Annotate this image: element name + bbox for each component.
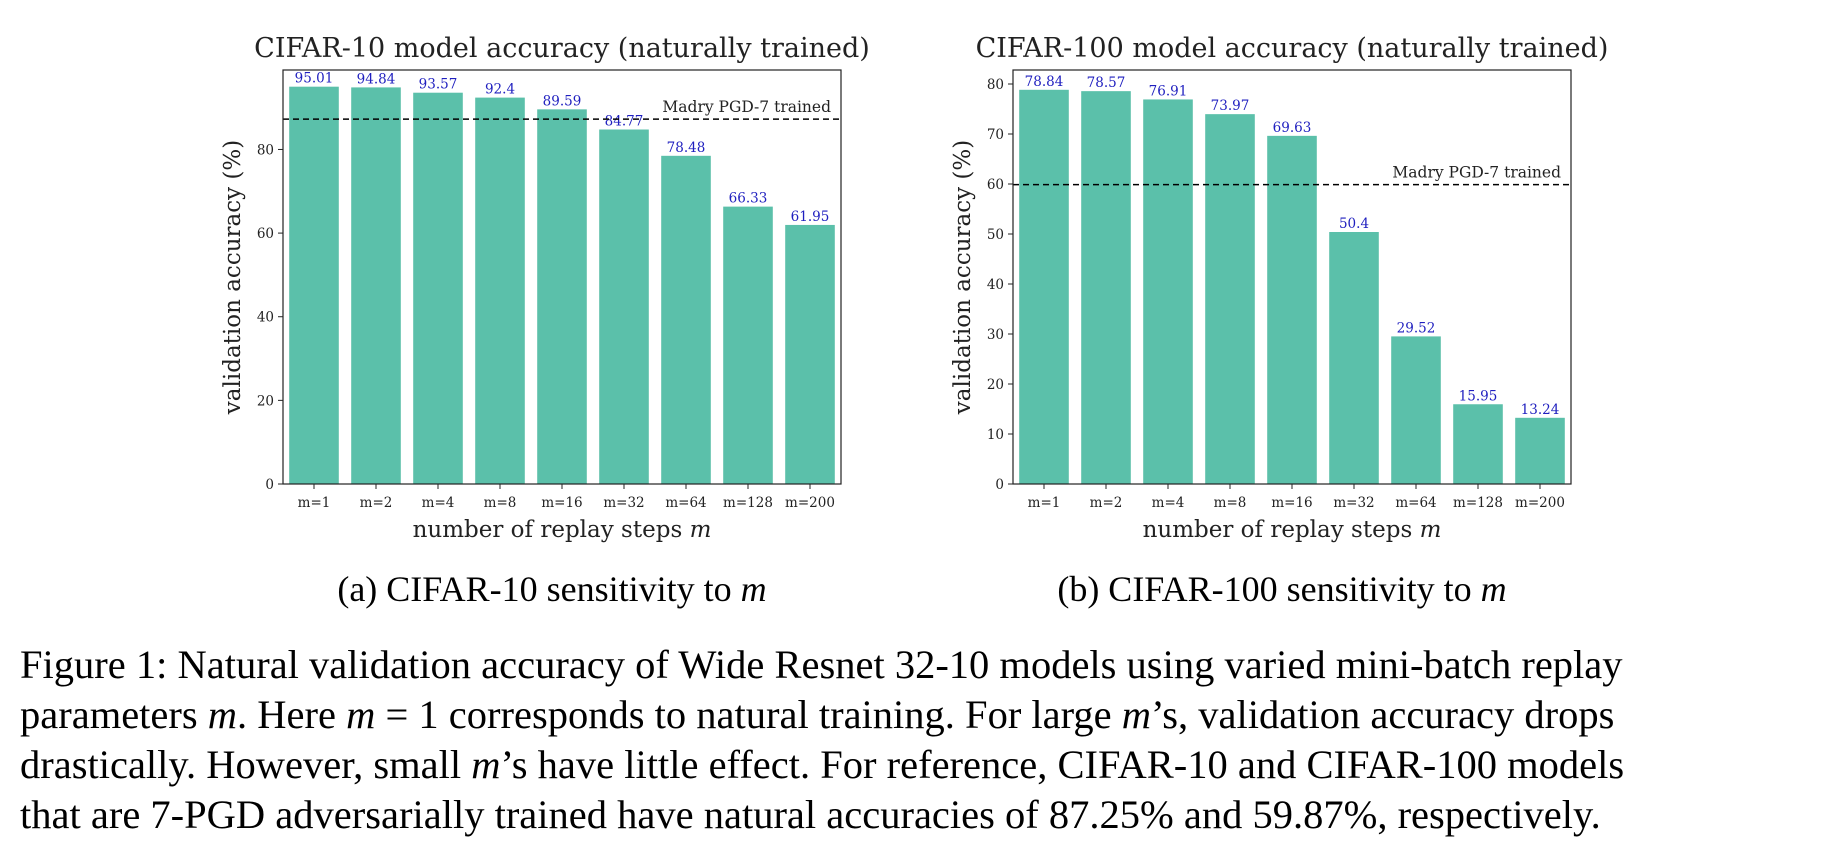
caption-line: parameters m. Here m = 1 corresponds to …	[20, 692, 1615, 737]
x-tick-label: m=32	[603, 495, 644, 511]
chart-cifar10: 95.01 m=1 94.84 m=2 93.57 m=4 92.4 m=8 89.59 m=16…	[220, 33, 870, 543]
bar-m=8	[1205, 114, 1255, 485]
x-tick-label: m=8	[484, 495, 517, 511]
y-tick-label: 10	[987, 427, 1004, 443]
y-tick-label: 80	[257, 142, 274, 158]
y-tick-label: 30	[987, 327, 1004, 343]
data-label: 69.63	[1273, 120, 1312, 136]
x-tick-label: m=4	[422, 495, 455, 511]
data-label: 89.59	[543, 93, 582, 109]
bar-m=16	[1267, 135, 1317, 484]
subcaption-a: (a) CIFAR-10 sensitivity to m	[337, 569, 766, 609]
bar-m=16	[537, 109, 587, 485]
x-tick-label: m=200	[1515, 495, 1565, 511]
x-tick-label: m=2	[360, 495, 393, 511]
figure-caption: Figure 1: Natural validation accuracy of…	[20, 640, 1820, 840]
bar-m=1	[289, 86, 339, 484]
caption-line: Figure 1: Natural validation accuracy of…	[20, 642, 1623, 687]
data-label: 95.01	[295, 71, 334, 87]
data-label: 92.4	[485, 82, 515, 98]
y-tick-label: 0	[995, 477, 1004, 493]
bar-m=64	[1391, 336, 1441, 484]
y-tick-label: 20	[257, 393, 274, 409]
bar-m=32	[1329, 232, 1379, 484]
reference-line-label: Madry PGD-7 trained	[662, 98, 831, 116]
data-label: 76.91	[1149, 83, 1188, 99]
y-tick-label: 50	[987, 227, 1004, 243]
bar-m=4	[413, 92, 463, 484]
y-tick-label: 80	[987, 77, 1004, 93]
y-tick-label: 0	[265, 477, 274, 493]
x-tick-label: m=128	[1453, 495, 1503, 511]
x-tick-label: m=1	[1028, 495, 1061, 511]
chart-title: CIFAR-10 model accuracy (naturally train…	[254, 33, 870, 64]
bar-m=8	[475, 97, 525, 484]
data-label: 78.48	[667, 140, 706, 156]
x-tick-label: m=4	[1152, 495, 1185, 511]
x-tick-label: m=64	[665, 495, 706, 511]
plot-frame	[1012, 69, 1572, 485]
y-tick-label: 40	[987, 277, 1004, 293]
y-tick-label: 60	[257, 226, 274, 242]
x-tick-label: m=32	[1333, 495, 1374, 511]
bar-m=128	[723, 206, 773, 484]
x-tick-label: m=2	[1090, 495, 1123, 511]
x-tick-label: m=16	[1271, 495, 1312, 511]
data-label: 66.33	[729, 191, 768, 207]
data-label: 15.95	[1459, 388, 1498, 404]
chart-title: CIFAR-100 model accuracy (naturally trai…	[976, 33, 1609, 64]
y-tick-label: 20	[987, 377, 1004, 393]
data-label: 13.24	[1521, 402, 1560, 418]
reference-line-label: Madry PGD-7 trained	[1392, 164, 1561, 182]
data-label: 78.84	[1025, 74, 1064, 90]
y-axis-label: validation accuracy (%)	[220, 140, 246, 415]
x-tick-label: m=8	[1214, 495, 1247, 511]
bar-m=2	[1081, 91, 1131, 485]
data-label: 93.57	[419, 77, 458, 93]
x-axis-label: number of replay steps m	[413, 517, 712, 543]
y-tick-label: 70	[987, 127, 1004, 143]
y-tick-label: 60	[987, 177, 1004, 193]
x-tick-label: m=16	[541, 495, 582, 511]
x-tick-label: m=64	[1395, 495, 1436, 511]
caption-line: that are 7-PGD adversarially trained hav…	[20, 792, 1601, 837]
bar-m=128	[1453, 404, 1503, 484]
bar-m=1	[1019, 89, 1069, 485]
subcaption-b: (b) CIFAR-100 sensitivity to m	[1057, 569, 1506, 609]
data-label: 50.4	[1339, 216, 1369, 232]
y-axis-label: validation accuracy (%)	[950, 140, 976, 415]
bar-m=64	[661, 155, 711, 484]
y-tick-label: 40	[257, 310, 274, 326]
x-tick-label: m=1	[298, 495, 331, 511]
data-label: 84.77	[605, 114, 644, 130]
figure-canvas: 95.01m=194.84m=293.57m=492.4m=889.59m=16…	[220, 33, 1608, 609]
caption-line: drastically. However, small m’s have lit…	[20, 742, 1625, 787]
chart-cifar100: 78.84 m=1 78.57 m=2 76.91 m=4 73.97 m=8 69.63 m=1…	[950, 33, 1608, 543]
bar-m=200	[1515, 417, 1565, 484]
data-label: 73.97	[1211, 98, 1250, 114]
bar-m=4	[1143, 99, 1193, 484]
data-label: 78.57	[1087, 75, 1126, 91]
bar-m=200	[785, 224, 835, 484]
x-tick-label: m=200	[785, 495, 835, 511]
data-label: 94.84	[357, 71, 396, 87]
plot-frame	[282, 69, 842, 485]
data-label: 29.52	[1397, 320, 1436, 336]
bar-m=32	[599, 129, 649, 485]
x-axis-label: number of replay steps m	[1143, 517, 1442, 543]
data-label: 61.95	[791, 209, 830, 225]
bar-m=2	[351, 87, 401, 484]
x-tick-label: m=128	[723, 495, 773, 511]
